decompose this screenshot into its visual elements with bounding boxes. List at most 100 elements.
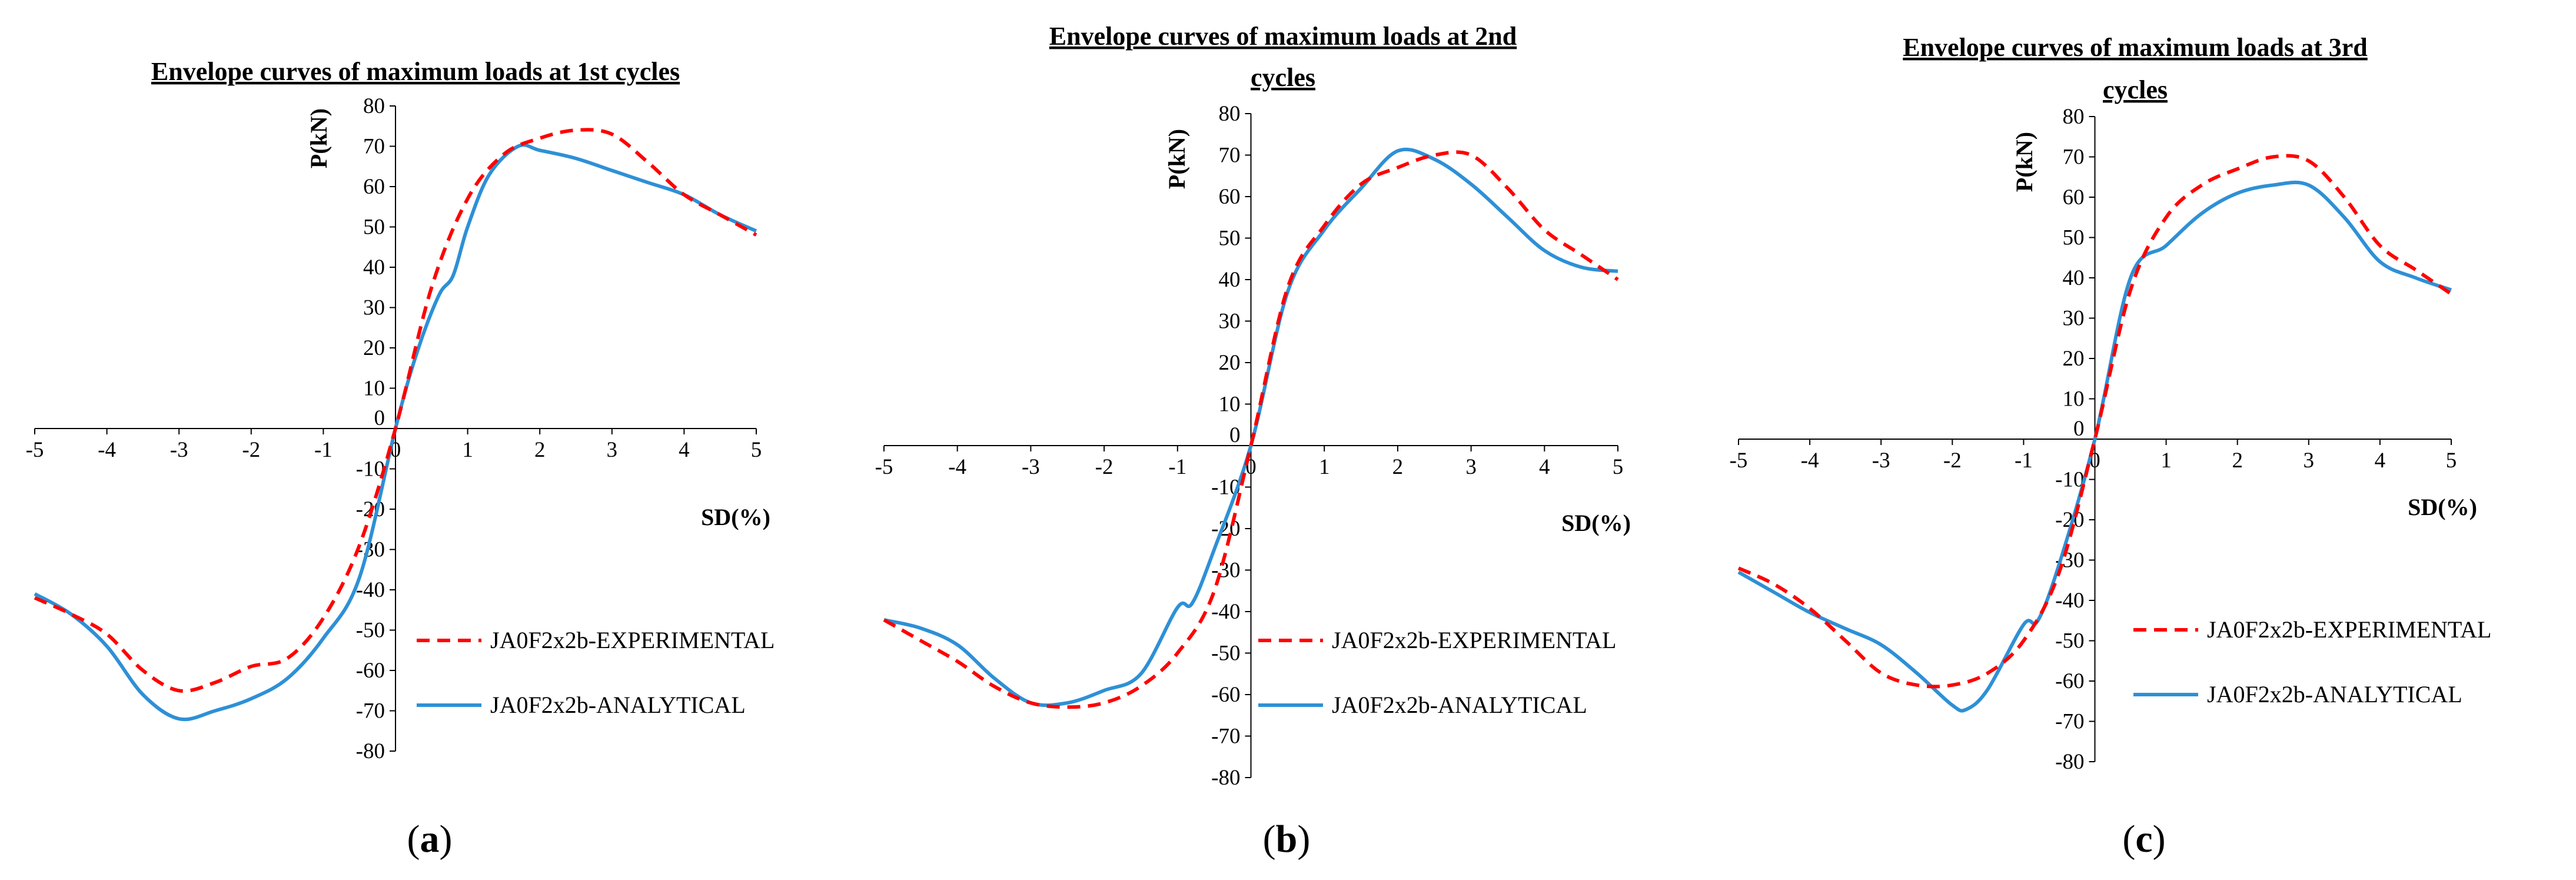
legend-label: JA0F2x2b-EXPERIMENTAL: [1332, 627, 1616, 653]
x-tick-label: 1: [1319, 455, 1330, 479]
caption-a: (a): [407, 818, 453, 861]
y-tick-label: -50: [2055, 629, 2084, 653]
y-tick-label: 20: [2063, 347, 2085, 371]
x-tick-label: -1: [2015, 449, 2033, 473]
y-tick-label: -70: [1211, 725, 1240, 749]
y-tick-label: -70: [356, 699, 385, 723]
x-axis-label: SD(%): [701, 504, 770, 530]
x-tick-label: 2: [1392, 455, 1404, 479]
chart-panel-b: Envelope curves of maximum loads at 2nd c…: [875, 22, 1631, 790]
y-tick-label: -70: [2055, 710, 2084, 734]
y-tick-label: 70: [363, 135, 385, 159]
x-tick-label: 4: [2375, 449, 2386, 473]
y-tick-label: 70: [1219, 144, 1241, 168]
y-tick-label: 20: [363, 336, 385, 360]
y-tick-label: 40: [2063, 266, 2085, 290]
y-tick-label: 10: [2063, 387, 2085, 411]
caption-c: (c): [2122, 818, 2165, 861]
legend-label: JA0F2x2b-ANALYTICAL: [1332, 692, 1587, 718]
y-tick-label: 0: [374, 406, 385, 430]
x-axis-label: SD(%): [2408, 494, 2477, 520]
y-tick-label: -80: [2055, 750, 2084, 774]
series-line-analytical: [34, 143, 757, 722]
chart-title-line: Envelope curves of maximum loads at 3rd: [1903, 33, 2368, 62]
x-tick-label: -2: [242, 438, 260, 462]
chart-title-line: Envelope curves of maximum loads at 2nd: [1049, 22, 1517, 51]
x-tick-label: -4: [98, 438, 116, 462]
x-tick-label: -3: [170, 438, 188, 462]
chart-panel-c: Envelope curves of maximum loads at 3rd c…: [1730, 33, 2492, 774]
series-line-experimental: [34, 128, 757, 693]
x-tick-label: -3: [1022, 455, 1040, 479]
x-tick-label: 2: [2232, 449, 2243, 473]
y-tick-label: 60: [1219, 185, 1241, 209]
y-tick-label: -10: [2055, 468, 2084, 492]
x-tick-label: 3: [2304, 449, 2315, 473]
x-tick-label: -2: [1095, 455, 1114, 479]
y-tick-label: -60: [356, 659, 385, 683]
y-tick-label: 40: [1219, 268, 1241, 292]
y-tick-label: 70: [2063, 145, 2085, 170]
y-tick-label: 0: [2073, 417, 2085, 441]
y-tick-label: -60: [2055, 669, 2084, 693]
x-tick-label: 5: [751, 438, 762, 462]
y-tick-label: -30: [1211, 559, 1240, 583]
y-tick-label: 50: [363, 215, 385, 240]
legend-label: JA0F2x2b-EXPERIMENTAL: [490, 627, 775, 653]
x-tick-label: 3: [607, 438, 618, 462]
chart-panel-a: Envelope curves of maximum loads at 1st …: [26, 57, 775, 763]
y-tick-label: 30: [363, 296, 385, 320]
series-line-analytical: [1737, 180, 2452, 713]
x-tick-label: 1: [462, 438, 473, 462]
x-tick-label: -3: [1872, 449, 1890, 473]
y-tick-label: 10: [363, 377, 385, 401]
x-tick-label: -5: [875, 455, 893, 479]
x-tick-label: 4: [679, 438, 690, 462]
x-tick-label: -2: [1943, 449, 1962, 473]
y-axis-label: P(kN): [1164, 129, 1190, 189]
x-tick-label: 5: [2446, 449, 2457, 473]
y-tick-label: 80: [1219, 102, 1241, 126]
y-tick-label: -40: [2055, 589, 2084, 613]
x-tick-label: -1: [1168, 455, 1186, 479]
x-tick-label: -4: [948, 455, 966, 479]
x-axis-label: SD(%): [1561, 510, 1631, 536]
y-tick-label: 0: [1229, 423, 1241, 447]
x-tick-label: -1: [314, 438, 333, 462]
y-tick-label: -50: [1211, 642, 1240, 666]
y-tick-label: 10: [1219, 393, 1241, 417]
y-tick-label: 60: [363, 175, 385, 199]
x-tick-label: 1: [2160, 449, 2172, 473]
y-tick-label: 30: [2063, 307, 2085, 331]
y-tick-label: -80: [356, 739, 385, 763]
series-line-analytical: [883, 147, 1618, 708]
series-line-experimental: [1737, 154, 2452, 689]
x-tick-label: 2: [534, 438, 546, 462]
caption-b: (b): [1263, 818, 1311, 861]
legend-label: JA0F2x2b-EXPERIMENTAL: [2207, 616, 2491, 643]
chart-title-line: cycles: [1251, 63, 1315, 92]
y-tick-label: -40: [356, 578, 385, 602]
x-tick-label: -4: [1801, 449, 1819, 473]
y-axis-label: P(kN): [2011, 132, 2037, 192]
x-tick-label: -5: [1730, 449, 1748, 473]
x-tick-label: 5: [1613, 455, 1624, 479]
y-tick-label: 20: [1219, 351, 1241, 375]
y-tick-label: 50: [1219, 227, 1241, 251]
y-tick-label: 80: [2063, 105, 2085, 129]
x-tick-label: 4: [1539, 455, 1550, 479]
y-tick-label: -80: [1211, 766, 1240, 790]
legend-label: JA0F2x2b-ANALYTICAL: [2207, 681, 2462, 708]
x-tick-label: -5: [26, 438, 44, 462]
y-tick-label: -60: [1211, 683, 1240, 707]
chart-title-line: cycles: [2103, 75, 2168, 104]
y-tick-label: 50: [2063, 226, 2085, 250]
y-tick-label: -50: [356, 619, 385, 643]
y-tick-label: -40: [1211, 600, 1240, 624]
y-tick-label: 40: [363, 255, 385, 280]
y-tick-label: 60: [2063, 185, 2085, 210]
y-axis-label: P(kN): [305, 108, 332, 168]
x-tick-label: 3: [1465, 455, 1477, 479]
y-tick-label: 30: [1219, 310, 1241, 334]
